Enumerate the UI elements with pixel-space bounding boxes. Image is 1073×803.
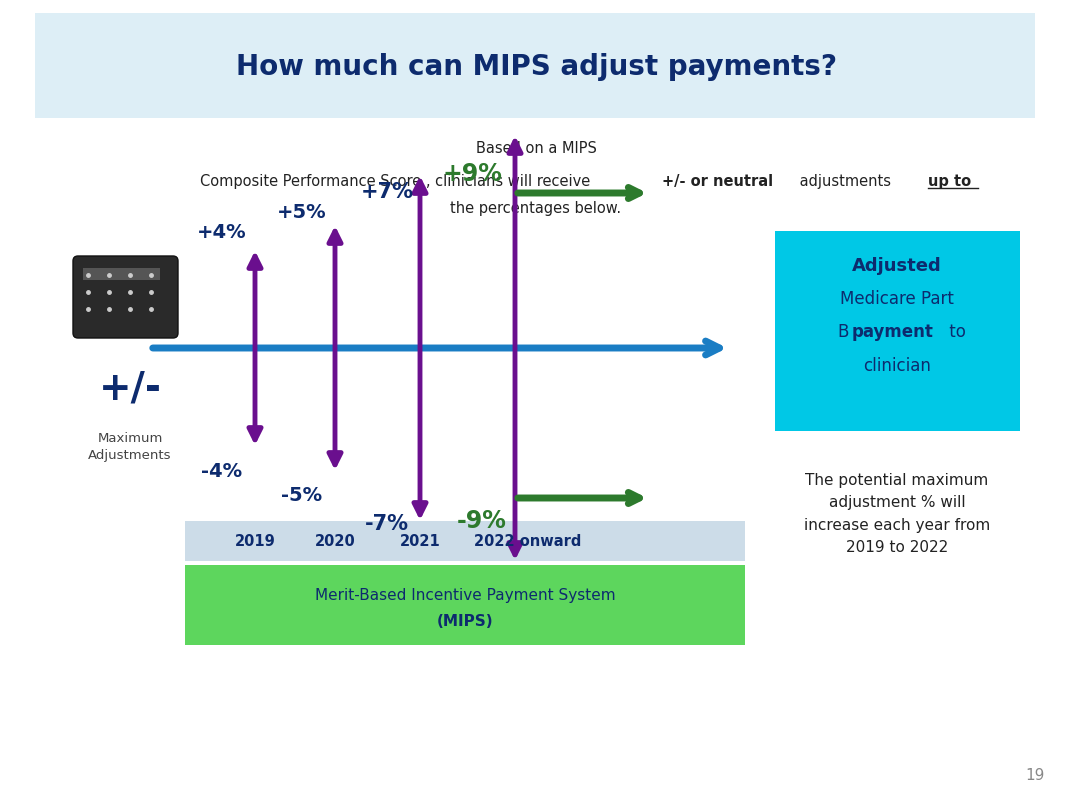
Text: Maximum
Adjustments: Maximum Adjustments — [88, 431, 172, 462]
Text: -9%: -9% — [457, 508, 506, 532]
FancyBboxPatch shape — [35, 14, 1035, 119]
Text: payment: payment — [852, 323, 934, 340]
Text: (MIPS): (MIPS) — [437, 613, 494, 629]
FancyBboxPatch shape — [775, 232, 1020, 431]
Text: How much can MIPS adjust payments?: How much can MIPS adjust payments? — [235, 53, 837, 81]
Text: Based on a MIPS: Based on a MIPS — [475, 141, 597, 157]
Text: -5%: -5% — [281, 485, 323, 504]
Text: to: to — [944, 323, 966, 340]
Text: +5%: +5% — [277, 202, 327, 222]
Text: +7%: +7% — [361, 181, 413, 202]
Text: clinician: clinician — [863, 357, 931, 374]
FancyBboxPatch shape — [185, 521, 745, 561]
Text: Merit-Based Incentive Payment System: Merit-Based Incentive Payment System — [314, 588, 615, 603]
Text: 2020: 2020 — [314, 534, 355, 548]
FancyBboxPatch shape — [73, 257, 178, 339]
Text: 2019: 2019 — [235, 534, 276, 548]
Text: 2021: 2021 — [399, 534, 440, 548]
Text: 2022 onward: 2022 onward — [474, 534, 582, 548]
Text: up to: up to — [928, 174, 971, 190]
Text: adjustments: adjustments — [795, 174, 896, 190]
Text: Adjusted: Adjusted — [852, 257, 942, 275]
Text: +4%: +4% — [197, 222, 247, 242]
Text: the percentages below.: the percentages below. — [451, 202, 621, 216]
Text: Composite Performance Score , clinicians will receive: Composite Performance Score , clinicians… — [200, 174, 594, 190]
Text: +/-: +/- — [99, 369, 162, 407]
Text: The potential maximum
adjustment % will
increase each year from
2019 to 2022: The potential maximum adjustment % will … — [804, 473, 990, 554]
FancyBboxPatch shape — [185, 565, 745, 645]
FancyBboxPatch shape — [83, 269, 160, 281]
Text: -4%: -4% — [202, 462, 242, 480]
Text: Medicare Part: Medicare Part — [840, 290, 954, 308]
Text: B: B — [838, 323, 854, 340]
Text: +9%: +9% — [442, 161, 502, 185]
Text: +/- or neutral: +/- or neutral — [662, 174, 774, 190]
Text: 19: 19 — [1026, 768, 1045, 783]
Text: -7%: -7% — [365, 513, 409, 533]
